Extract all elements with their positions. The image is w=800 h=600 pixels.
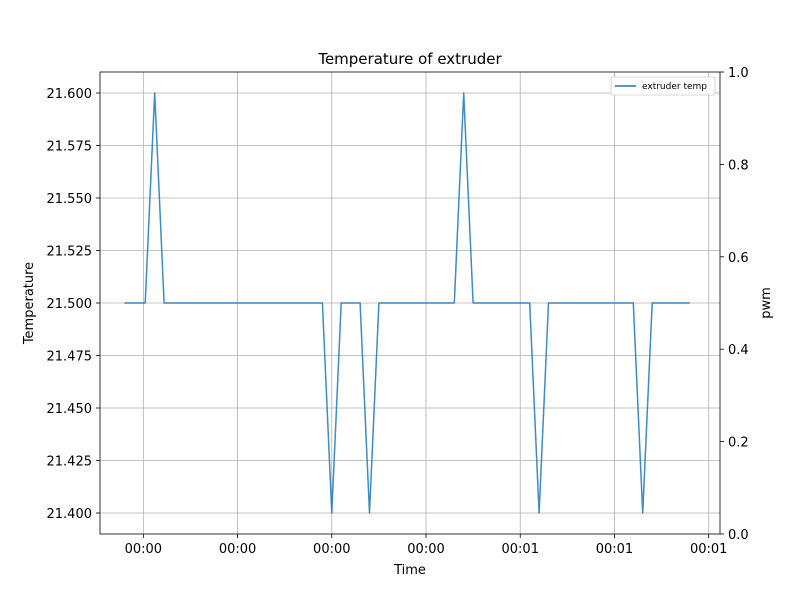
y-tick-label: 21.400 <box>47 507 93 522</box>
x-axis: 00:00 00:00 00:00 00:00 00:01 00:01 00:01 <box>125 534 727 557</box>
y-tick-label: 21.525 <box>47 245 93 260</box>
y2-tick-label: 0.4 <box>728 343 749 358</box>
x-tick-label: 00:01 <box>502 542 539 557</box>
legend-box <box>610 76 716 96</box>
y-tick-label: 21.450 <box>47 402 93 417</box>
y-axis-right: 0.0 0.2 0.4 0.6 0.8 1.0 <box>720 66 749 543</box>
y-axis-title: Temperature <box>22 262 37 345</box>
series-line-extruder-temp <box>124 92 690 514</box>
y2-tick-label: 0.2 <box>728 436 749 451</box>
y2-tick-label: 1.0 <box>728 66 749 81</box>
y2-tick-label: 0.6 <box>728 251 749 266</box>
chart-title: Temperature of extruder <box>317 50 502 68</box>
y2-tick-label: 0.8 <box>728 158 749 173</box>
y-axis-left: 21.400 21.425 21.450 21.475 21.500 21.525 21.5… <box>47 87 100 522</box>
y-tick-label: 21.475 <box>47 350 93 365</box>
y-tick-label: 21.425 <box>47 455 93 470</box>
x-tick-label: 00:01 <box>690 542 727 557</box>
y-tick-label: 21.600 <box>47 87 93 102</box>
legend: extruder temp <box>610 76 716 96</box>
x-tick-label: 00:00 <box>313 542 350 557</box>
y-tick-label: 21.500 <box>47 297 93 312</box>
x-tick-label: 00:00 <box>125 542 162 557</box>
y2-axis-title: pwm <box>759 287 774 319</box>
x-tick-label: 00:00 <box>407 542 444 557</box>
x-tick-label: 00:01 <box>596 542 633 557</box>
legend-label: extruder temp <box>642 82 707 92</box>
y-tick-label: 21.550 <box>47 192 93 207</box>
y-tick-label: 21.575 <box>47 140 93 155</box>
series-layer <box>124 92 690 514</box>
x-axis-title: Time <box>393 563 426 578</box>
x-tick-label: 00:00 <box>219 542 256 557</box>
y2-tick-label: 0.0 <box>728 528 749 543</box>
